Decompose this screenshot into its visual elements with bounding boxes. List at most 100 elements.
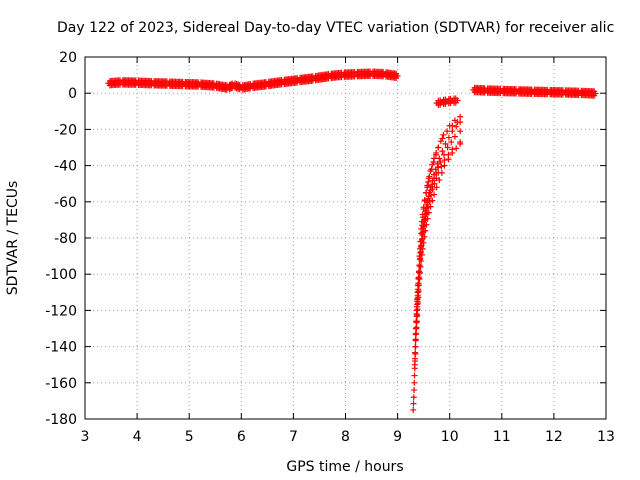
data-point [449, 146, 456, 153]
data-point [412, 349, 419, 356]
x-tick-label: 5 [185, 429, 194, 445]
data-point [457, 113, 464, 120]
data-point [394, 73, 401, 80]
x-tick-label: 10 [441, 429, 459, 445]
data-point [439, 135, 446, 142]
data-point [454, 119, 461, 126]
y-tick-label: -80 [54, 231, 77, 247]
data-point [227, 85, 234, 92]
y-tick-label: -160 [45, 376, 77, 392]
y-tick-label: -140 [45, 340, 77, 356]
data-point [429, 197, 436, 204]
data-point [440, 151, 447, 158]
data-point [431, 155, 438, 162]
data-point [429, 161, 436, 168]
x-tick-label: 9 [393, 429, 402, 445]
data-point [433, 149, 440, 156]
data-point [415, 280, 422, 287]
data-point [433, 184, 440, 191]
data-point [444, 128, 451, 135]
data-point [416, 268, 423, 275]
data-point [449, 128, 456, 135]
data-point [410, 394, 417, 401]
data-point [435, 144, 442, 151]
data-point [457, 139, 464, 146]
data-point [427, 183, 434, 190]
data-point [418, 225, 425, 232]
data-point [412, 337, 419, 344]
x-tick-label: 11 [493, 429, 511, 445]
data-point [413, 313, 420, 320]
data-point [413, 319, 420, 326]
data-point [413, 325, 420, 332]
data-point [410, 400, 417, 407]
grid-layer [85, 57, 606, 419]
data-point [431, 191, 438, 198]
data-point [425, 175, 432, 182]
data-point [429, 177, 436, 184]
y-tick-label: -20 [54, 122, 77, 138]
data-point [592, 90, 599, 97]
data-point [410, 406, 417, 413]
data-point [415, 274, 422, 281]
data-point [419, 211, 426, 218]
y-tick-label: -60 [54, 195, 77, 211]
data-point [453, 123, 460, 130]
x-tick-label: 3 [81, 429, 90, 445]
axis-ticks: 3 4 5 6 7 8 9 10 11 12 13 20 0 -20 -40 -60 -80 -100 -120 -1… [45, 50, 615, 445]
data-point [441, 162, 448, 169]
data-point [418, 218, 425, 225]
data-point [440, 131, 447, 138]
data-points [105, 68, 599, 413]
data-point [417, 238, 424, 245]
data-point [418, 238, 425, 245]
data-point [411, 372, 418, 379]
data-point [416, 262, 423, 269]
data-point [427, 203, 434, 210]
y-tick-label: -120 [45, 303, 77, 319]
y-tick-label: 20 [59, 50, 77, 66]
data-point [421, 196, 428, 203]
x-tick-label: 6 [237, 429, 246, 445]
data-point [424, 182, 431, 189]
data-point [449, 122, 456, 129]
data-point [411, 355, 418, 362]
data-point [448, 139, 455, 146]
data-point [453, 145, 460, 152]
data-point [434, 160, 441, 167]
x-tick-label: 4 [133, 429, 142, 445]
data-point [436, 155, 443, 162]
data-point [441, 157, 448, 164]
data-point [416, 253, 423, 260]
data-point [431, 171, 438, 178]
data-point [422, 189, 429, 196]
data-point [438, 163, 445, 170]
data-point [412, 331, 419, 338]
data-point [411, 361, 418, 368]
chart-title: Day 122 of 2023, Sidereal Day-to-day VTE… [57, 20, 614, 36]
data-point [451, 133, 458, 140]
data-point [423, 201, 430, 208]
x-tick-label: 13 [597, 429, 615, 445]
data-point [412, 343, 419, 350]
data-point [226, 86, 233, 93]
y-tick-label: -100 [45, 267, 77, 283]
data-point [420, 204, 427, 211]
data-point [415, 286, 422, 293]
x-tick-label: 8 [341, 429, 350, 445]
x-tick-label: 7 [289, 429, 298, 445]
data-point [439, 148, 446, 155]
data-point [457, 128, 464, 135]
data-point [414, 298, 421, 305]
y-axis-label: SDTVAR / TECUs [5, 181, 21, 296]
data-point [442, 140, 449, 147]
y-tick-label: 0 [68, 86, 77, 102]
data-point [417, 245, 424, 252]
data-point [413, 307, 420, 314]
data-point [454, 97, 461, 104]
data-point [427, 168, 434, 175]
data-point [425, 195, 432, 202]
data-point [414, 292, 421, 299]
x-tick-label: 12 [545, 429, 563, 445]
